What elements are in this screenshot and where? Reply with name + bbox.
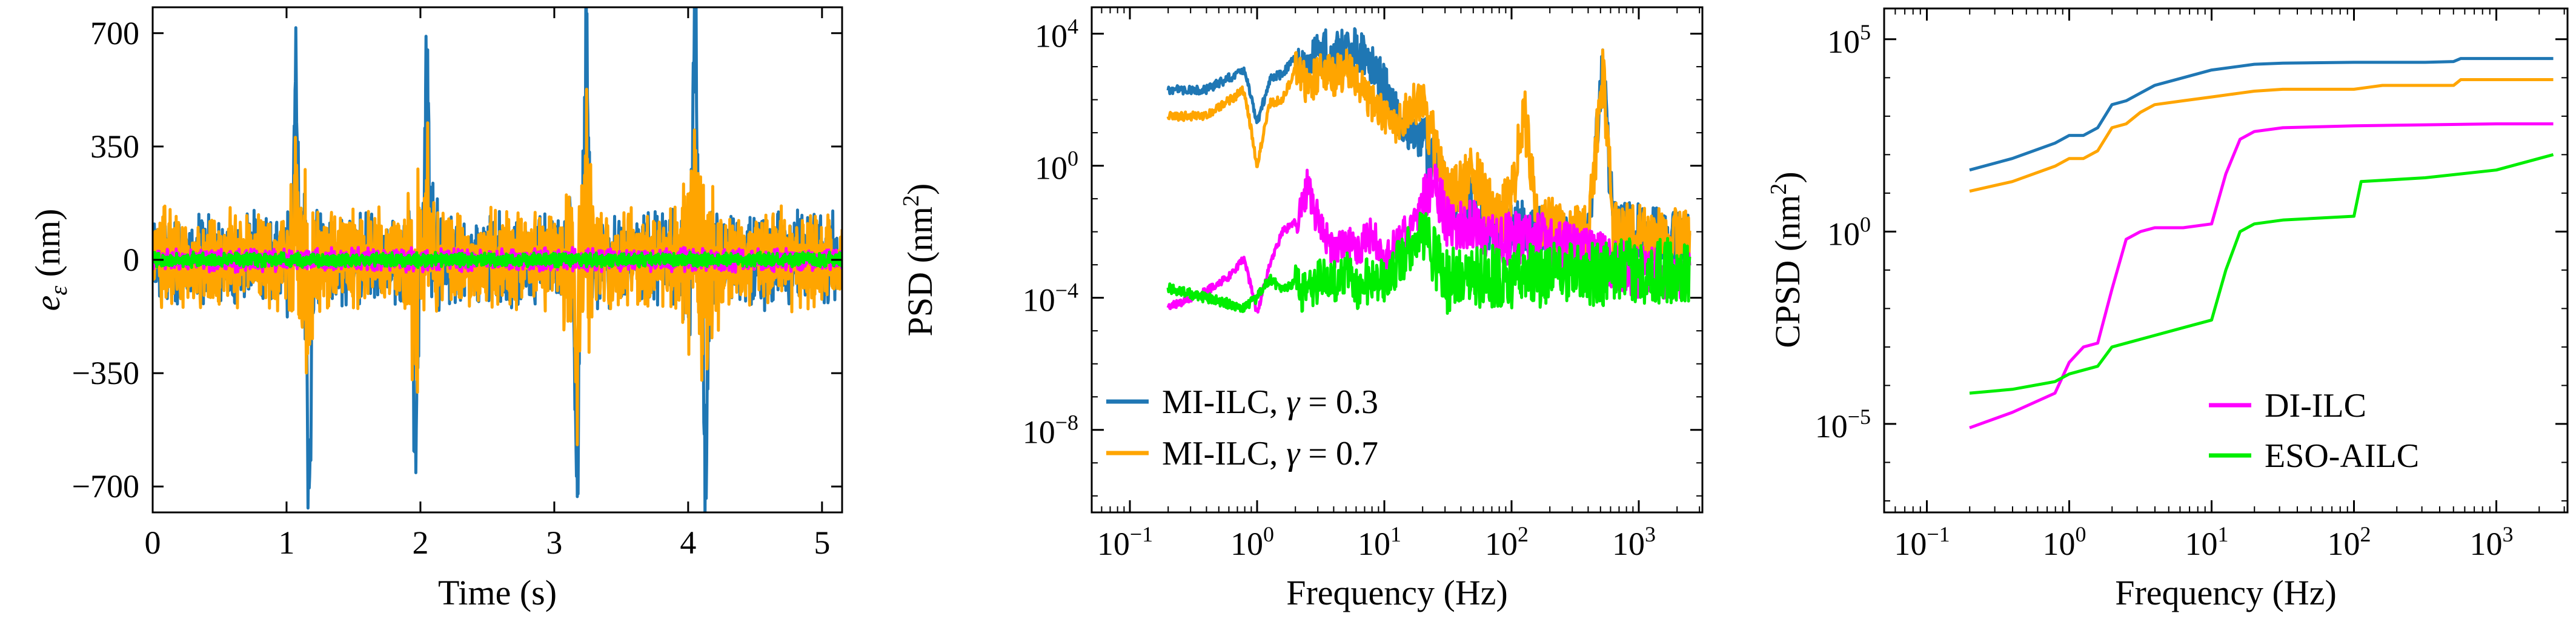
time-error-y-tick-label-1: −350 bbox=[72, 355, 139, 391]
time-error-y-tick-label-4: 700 bbox=[90, 15, 139, 51]
psd-legend-label-0: MI-ILC, γ = 0.3 bbox=[1162, 383, 1378, 421]
cpsd-line-series-2 bbox=[1969, 122, 2554, 429]
psd-x-axis-label: Frequency (Hz) bbox=[1286, 573, 1508, 612]
cpsd-y-tick-label-0: 10−5 bbox=[1815, 405, 1871, 445]
time-error-x-tick-label-1: 1 bbox=[278, 525, 294, 561]
psd-legend-label-0-symbol: γ bbox=[1286, 383, 1301, 421]
psd-x-tick-label-1: 100 bbox=[1230, 522, 1274, 562]
time-error-plot-frame bbox=[151, 6, 843, 514]
cpsd-ticks: 10−1 100 101 102 103 10−5 100 105 bbox=[1815, 8, 2568, 562]
psd-y-tick-label-2: 100 bbox=[1035, 147, 1078, 187]
psd-legend-label-1: MI-ILC, γ = 0.7 bbox=[1162, 435, 1378, 472]
psd-y-axis-label-close: ) bbox=[900, 184, 940, 195]
cpsd-x-tick-label-3: 102 bbox=[2328, 522, 2371, 562]
psd-legend: MI-ILC, γ = 0.3 MI-ILC, γ = 0.7 bbox=[1106, 383, 1378, 472]
psd-x-tick-label-4: 103 bbox=[1612, 522, 1656, 562]
cpsd-legend: DI-ILC ESO-AILC bbox=[2209, 387, 2419, 475]
cpsd-y-tick-label-2: 105 bbox=[1827, 20, 1871, 60]
cpsd-legend-label-1: ESO-AILC bbox=[2265, 437, 2419, 475]
psd-y-axis-label-sup: 2 bbox=[898, 195, 924, 207]
time-error-x-tick-label-4: 4 bbox=[680, 525, 696, 561]
psd-series-group bbox=[1166, 27, 1691, 315]
psd-legend-label-0-text: MI-ILC, bbox=[1162, 383, 1286, 421]
psd-y-tick-label-1: 10−4 bbox=[1023, 279, 1078, 319]
psd-line-series-1 bbox=[1166, 48, 1691, 268]
psd-legend-label-1-symbol: γ bbox=[1286, 435, 1301, 472]
cpsd-y-tick-label-1: 100 bbox=[1827, 212, 1871, 252]
cpsd-x-tick-label-1: 100 bbox=[2043, 522, 2086, 562]
panel-time-error: 0 1 2 3 4 5 −700 −350 0 350 700 Time (s) eε (nm) bbox=[28, 6, 843, 612]
time-error-y-tick-label-2: 0 bbox=[123, 242, 139, 278]
time-error-y-axis-symbol: e bbox=[28, 296, 67, 311]
psd-x-tick-label-3: 102 bbox=[1485, 522, 1529, 562]
cpsd-y-axis-label-text: CPSD (nm bbox=[1768, 195, 1807, 348]
time-error-series-group bbox=[153, 7, 842, 512]
psd-x-tick-label-2: 101 bbox=[1358, 522, 1401, 562]
cpsd-plot-frame bbox=[1883, 7, 2569, 514]
time-error-y-axis-subscript: ε bbox=[45, 286, 72, 296]
psd-line-series-3 bbox=[1166, 211, 1691, 315]
time-error-line-series-3 bbox=[153, 250, 842, 270]
time-error-y-tick-label-3: 350 bbox=[90, 128, 139, 165]
psd-legend-label-1-text: MI-ILC, bbox=[1162, 435, 1286, 472]
time-error-y-axis-unit: (nm) bbox=[28, 209, 67, 286]
psd-y-axis-label-text: PSD (nm bbox=[900, 207, 940, 336]
psd-legend-label-0-value: = 0.3 bbox=[1300, 383, 1378, 421]
cpsd-line-series-3 bbox=[1969, 153, 2554, 395]
time-error-ticks: 0 1 2 3 4 5 −700 −350 0 350 700 bbox=[72, 7, 842, 561]
psd-legend-label-1-value: = 0.7 bbox=[1300, 435, 1378, 472]
cpsd-x-tick-label-4: 103 bbox=[2470, 522, 2514, 562]
time-error-y-axis-label: eε (nm) bbox=[28, 209, 72, 311]
panel-psd: 10−1 100 101 102 103 10−8 10−4 100 104 Frequency… bbox=[898, 6, 1704, 612]
psd-ticks: 10−1 100 101 102 103 10−8 10−4 100 104 bbox=[1023, 7, 1702, 562]
cpsd-line-series-1 bbox=[1969, 78, 2554, 193]
time-error-x-tick-label-0: 0 bbox=[145, 525, 161, 561]
psd-y-tick-label-3: 104 bbox=[1035, 15, 1078, 55]
cpsd-x-tick-label-0: 10−1 bbox=[1894, 522, 1950, 562]
cpsd-x-axis-label: Frequency (Hz) bbox=[2115, 573, 2337, 612]
cpsd-y-axis-label-close: ) bbox=[1768, 171, 1807, 183]
cpsd-legend-label-0: DI-ILC bbox=[2265, 387, 2366, 425]
cpsd-x-tick-label-2: 101 bbox=[2185, 522, 2229, 562]
time-error-y-tick-label-0: −700 bbox=[72, 468, 139, 505]
panel-cpsd: 10−1 100 101 102 103 10−5 100 105 Frequency (Hz… bbox=[1766, 7, 2569, 612]
psd-y-axis-label: PSD (nm2) bbox=[898, 184, 940, 337]
cpsd-line-series-0 bbox=[1969, 57, 2554, 172]
cpsd-series-group bbox=[1969, 57, 2554, 429]
time-error-x-tick-label-3: 3 bbox=[546, 525, 562, 561]
psd-y-tick-label-0: 10−8 bbox=[1023, 411, 1078, 451]
time-error-x-tick-label-2: 2 bbox=[412, 525, 428, 561]
psd-plot-frame bbox=[1090, 6, 1704, 514]
cpsd-y-axis-label: CPSD (nm2) bbox=[1766, 171, 1807, 348]
cpsd-y-axis-label-sup: 2 bbox=[1766, 184, 1791, 195]
time-error-x-axis-label: Time (s) bbox=[438, 573, 557, 612]
psd-x-tick-label-0: 10−1 bbox=[1097, 522, 1153, 562]
time-error-x-tick-label-5: 5 bbox=[814, 525, 830, 561]
